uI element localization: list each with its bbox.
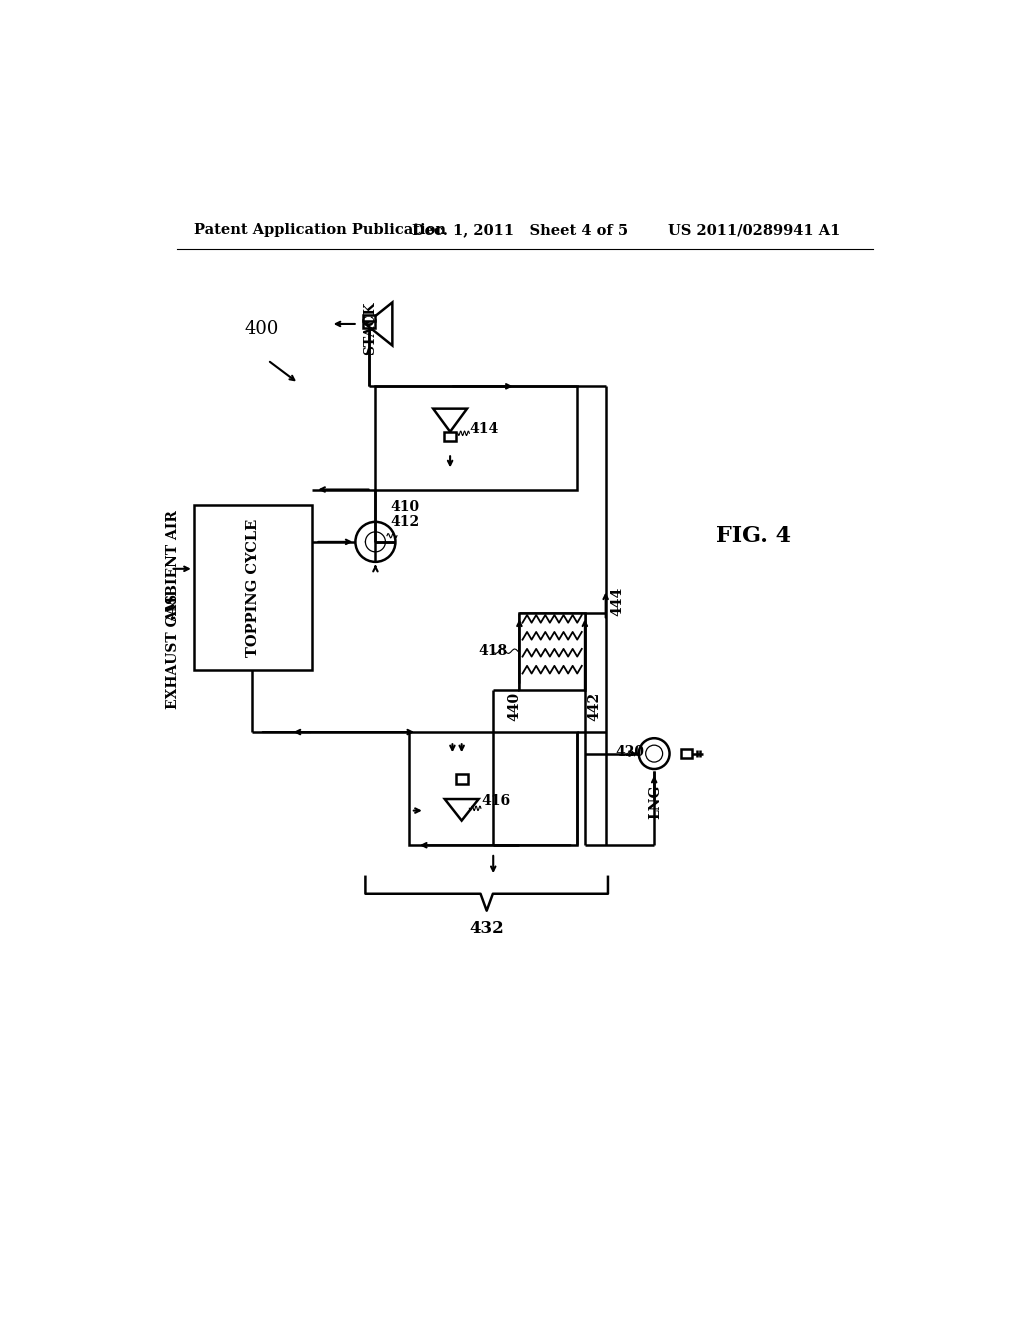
Text: US 2011/0289941 A1: US 2011/0289941 A1: [668, 223, 841, 238]
Text: 442: 442: [587, 692, 601, 721]
Text: 418: 418: [478, 644, 508, 659]
Text: 444: 444: [610, 586, 625, 615]
Text: Patent Application Publication: Patent Application Publication: [194, 223, 445, 238]
Text: LNG: LNG: [648, 784, 662, 818]
Bar: [194, 506, 311, 671]
Bar: [364, 321, 376, 327]
Text: 412: 412: [391, 515, 420, 529]
Text: 432: 432: [469, 920, 504, 937]
Text: 420: 420: [615, 744, 645, 759]
Text: 440: 440: [508, 692, 522, 721]
Text: 400: 400: [245, 321, 279, 338]
Text: 414: 414: [469, 422, 499, 437]
Bar: [444, 432, 457, 441]
Bar: [456, 775, 468, 784]
Text: AMBIENT AIR: AMBIENT AIR: [166, 511, 180, 623]
Text: EXHAUST GAS: EXHAUST GAS: [166, 594, 180, 709]
Text: 416: 416: [481, 795, 510, 808]
Text: FIG. 4: FIG. 4: [716, 525, 791, 546]
Bar: [364, 314, 376, 321]
Bar: [376, 385, 578, 490]
Text: 410: 410: [391, 500, 420, 515]
Bar: [410, 733, 578, 845]
Text: TOPPING CYCLE: TOPPING CYCLE: [246, 519, 260, 657]
Text: STACK: STACK: [364, 301, 377, 355]
Text: Dec. 1, 2011   Sheet 4 of 5: Dec. 1, 2011 Sheet 4 of 5: [412, 223, 628, 238]
Bar: [519, 612, 585, 689]
Bar: [681, 748, 692, 758]
